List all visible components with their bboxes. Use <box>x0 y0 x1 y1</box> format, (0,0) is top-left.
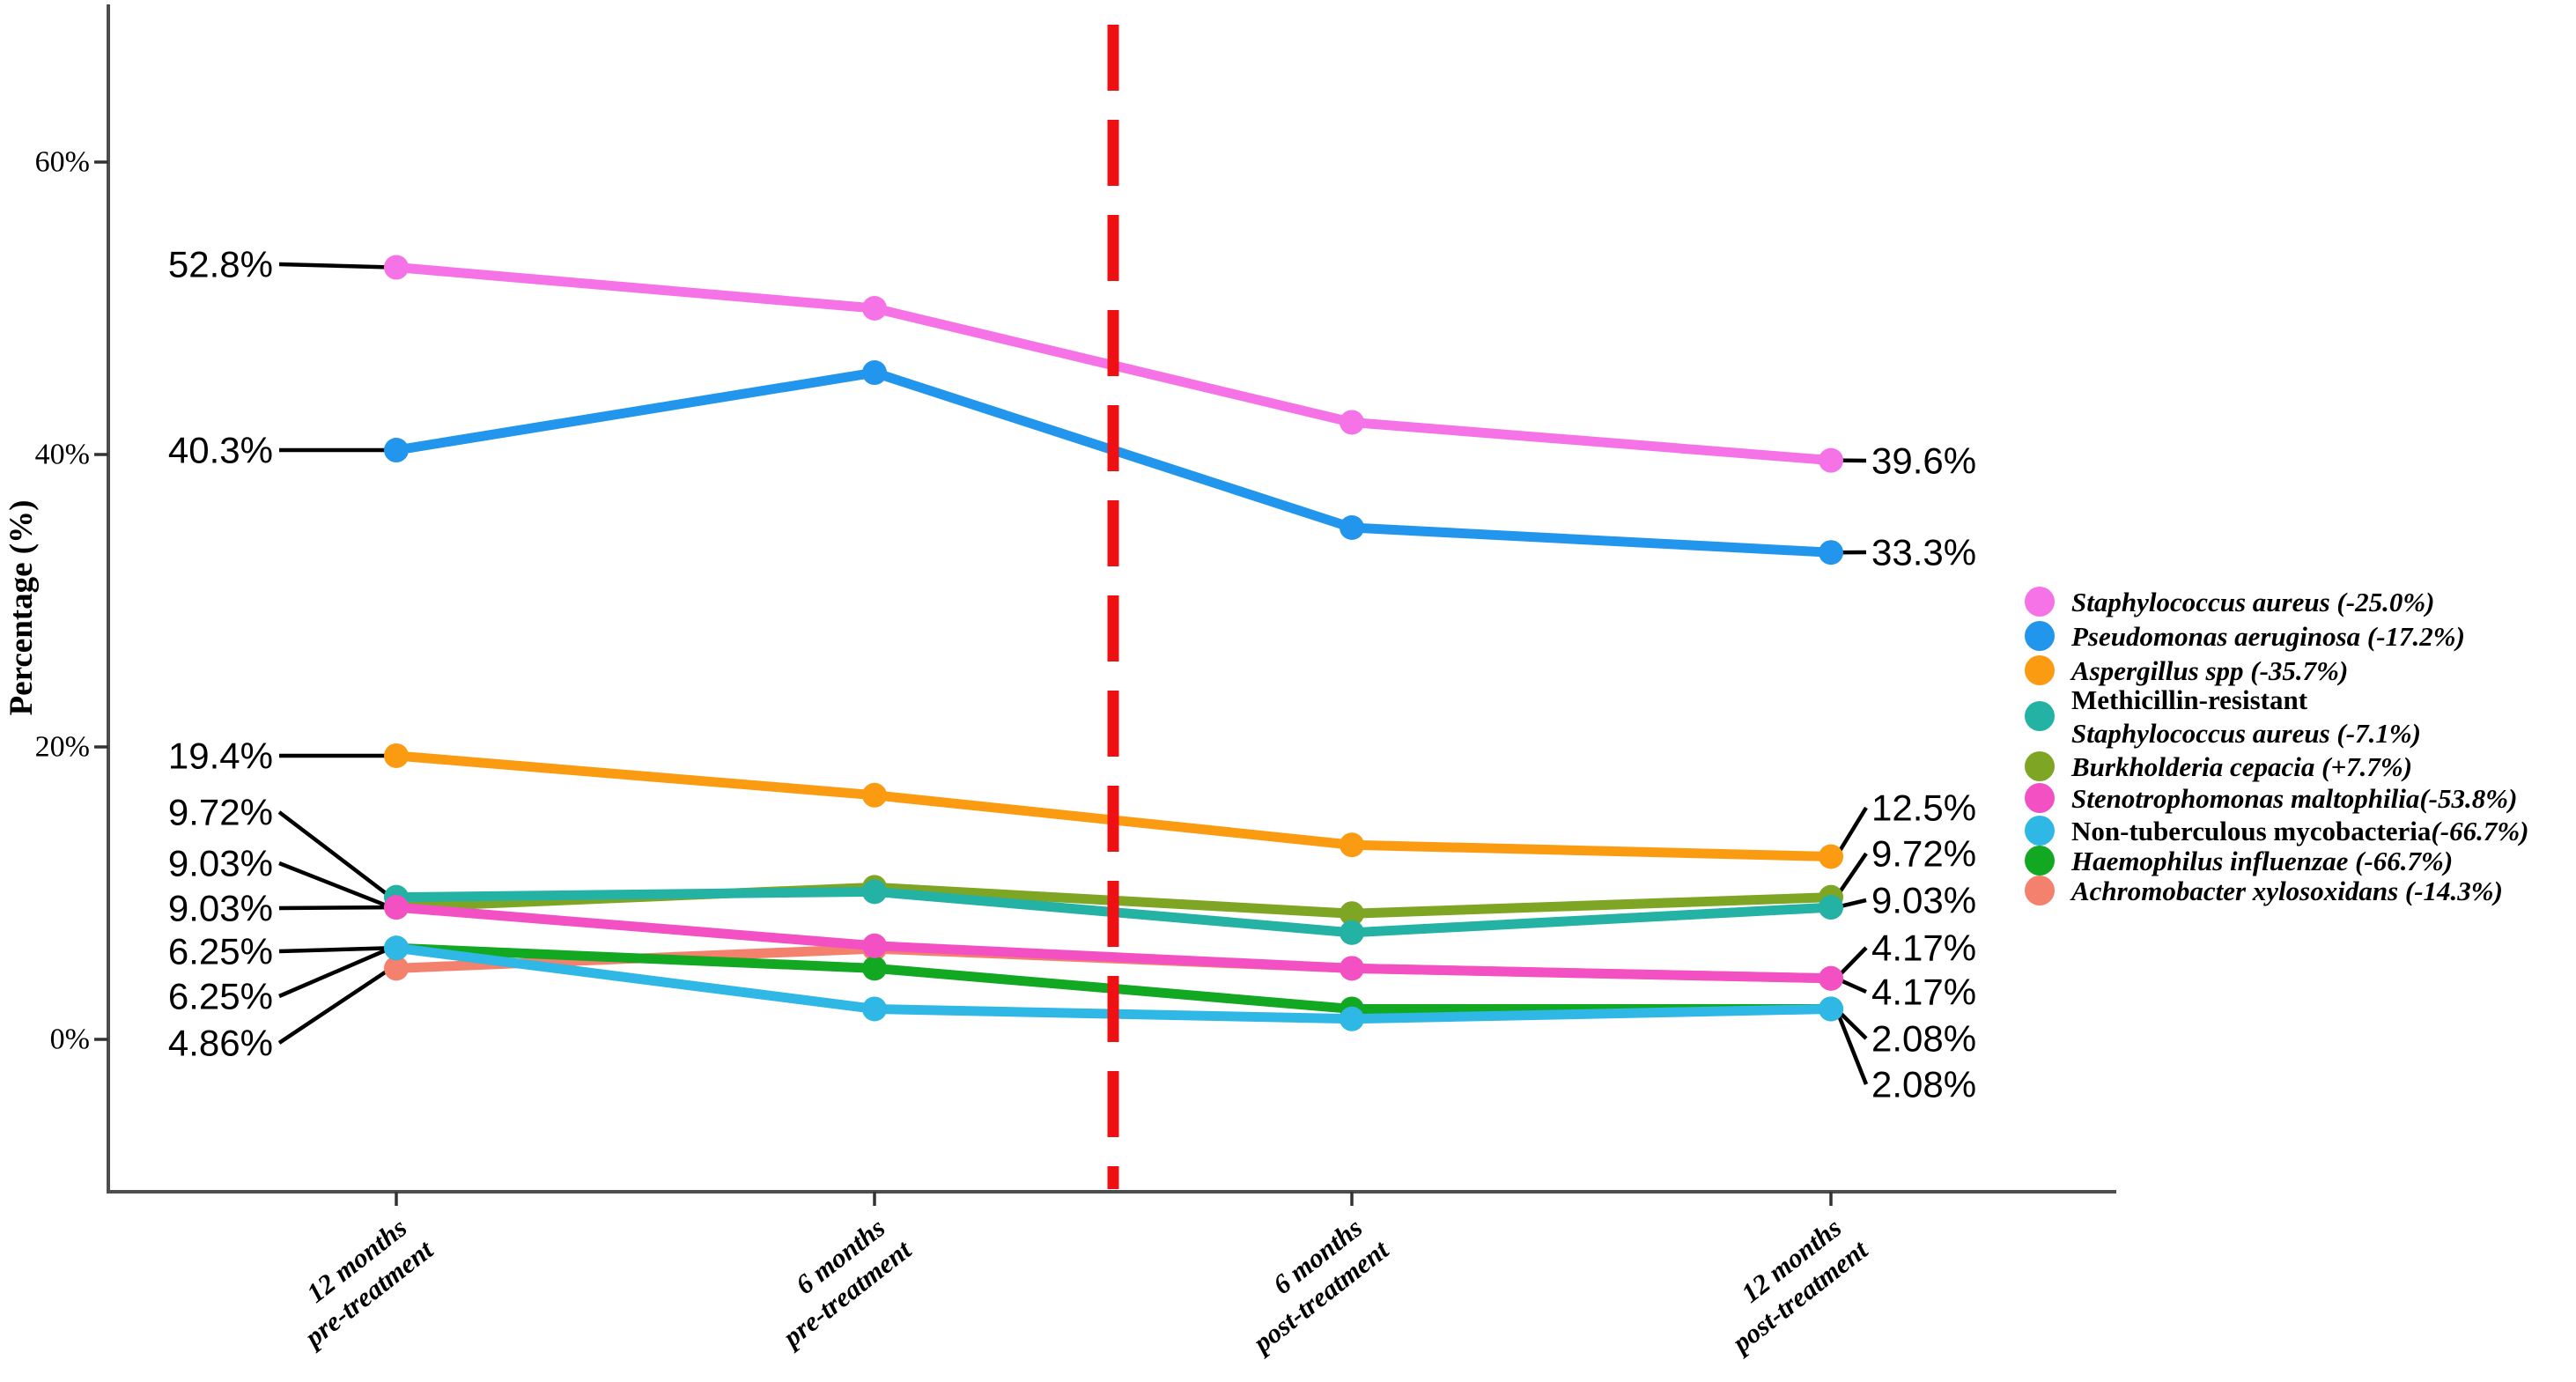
data-point-non-tuberculous-mycobacteria-2 <box>1340 1006 1364 1031</box>
y-axis-title: Percentage (%) <box>4 500 40 716</box>
annotation-leader-lines <box>277 262 1869 1085</box>
legend-label: Achromobacter xylosoxidans (-14.3%) <box>2070 876 2503 906</box>
legend-marker-achromobacter-xylosoxidans <box>2025 876 2055 905</box>
x-category-label: 12 monthspost-treatment <box>1703 1207 1874 1360</box>
data-point-non-tuberculous-mycobacteria-3 <box>1819 996 1843 1022</box>
value-label-right: 2.08% <box>1871 1018 1976 1060</box>
data-point-burkholderia-cepacia-2 <box>1340 901 1364 927</box>
value-label-right: 4.17% <box>1871 972 1976 1013</box>
legend-label: Non-tuberculous mycobacteria(-66.7%) <box>2071 816 2528 846</box>
leader-line <box>278 946 392 999</box>
legend-label: Aspergillus spp (-35.7%) <box>2070 655 2348 686</box>
value-label-left: 52.8% <box>168 244 273 285</box>
legend-marker-stenotrophomonas-maltophilia <box>2025 783 2055 813</box>
x-category-label: 6 monthspost-treatment <box>1224 1207 1395 1360</box>
value-label-right: 12.5% <box>1871 787 1976 829</box>
legend-marker-aspergillus-spp <box>2025 655 2055 685</box>
data-point-non-tuberculous-mycobacteria-1 <box>862 996 887 1022</box>
y-tick-label: 0% <box>50 1024 90 1056</box>
value-label-left: 40.3% <box>168 430 273 471</box>
value-label-left: 19.4% <box>168 735 273 777</box>
legend-item-non-tuberculous-mycobacteria: Non-tuberculous mycobacteria(-66.7%) <box>2025 816 2528 846</box>
annotation-labels: 52.8%40.3%19.4%9.72%9.03%9.03%6.25%6.25%… <box>168 244 1976 1105</box>
data-point-aspergillus-spp-2 <box>1340 832 1364 858</box>
data-point-pseudomonas-aeruginosa-0 <box>384 438 409 463</box>
legend-marker-pseudomonas-aeruginosa <box>2025 621 2055 651</box>
legend-marker-staphylococcus-aureus <box>2025 587 2055 617</box>
axes: 0% 20% 40% 60% 12 monthspre-treatment 6 month… <box>4 4 2116 1360</box>
leader-line <box>277 810 393 899</box>
legend-label: Stenotrophomonas maltophilia(-53.8%) <box>2071 783 2517 814</box>
legend-marker-mrsa <box>2025 701 2055 731</box>
data-point-stenotrophomonas-maltophilia-0 <box>384 895 409 920</box>
data-point-staphylococcus-aureus-0 <box>384 255 409 280</box>
legend-item-staphylococcus-aureus: Staphylococcus aureus (-25.0%) <box>2025 587 2434 617</box>
y-tick-label: 20% <box>35 731 90 764</box>
data-point-staphylococcus-aureus-2 <box>1340 410 1364 435</box>
legend-marker-burkholderia-cepacia <box>2025 751 2055 781</box>
value-label-right: 9.72% <box>1871 833 1976 875</box>
legend-label: Burkholderia cepacia (+7.7%) <box>2070 751 2412 782</box>
value-label-left: 6.25% <box>168 976 273 1017</box>
legend-label: Haemophilus influenzae (-66.7%) <box>2070 846 2453 876</box>
y-tick-label: 40% <box>35 439 90 471</box>
value-label-right: 2.08% <box>1871 1064 1976 1105</box>
series-stenotrophomonas-maltophilia <box>384 895 1843 991</box>
value-label-left: 9.03% <box>168 843 273 884</box>
x-category-label: 6 monthspre-treatment <box>755 1207 918 1354</box>
data-point-stenotrophomonas-maltophilia-3 <box>1819 965 1843 991</box>
leader-line <box>1834 1008 1869 1085</box>
legend-label: Staphylococcus aureus (-7.1%) <box>2071 718 2421 749</box>
data-point-mrsa-3 <box>1819 895 1843 920</box>
legend-marker-haemophilus-influenzae <box>2025 846 2055 876</box>
data-point-pseudomonas-aeruginosa-1 <box>862 360 887 386</box>
value-label-left: 9.03% <box>168 888 273 929</box>
value-label-right: 9.03% <box>1871 880 1976 921</box>
leader-line <box>278 861 392 910</box>
x-category-label: 12 monthspre-treatment <box>277 1207 439 1354</box>
value-label-left: 4.86% <box>168 1023 273 1064</box>
data-point-non-tuberculous-mycobacteria-0 <box>384 935 409 961</box>
legend: Staphylococcus aureus (-25.0%) Pseudomona… <box>2025 587 2528 906</box>
value-label-right: 33.3% <box>1871 532 1976 573</box>
data-point-aspergillus-spp-0 <box>384 743 409 768</box>
data-point-haemophilus-influenzae-1 <box>862 956 887 981</box>
leader-line <box>1834 806 1868 858</box>
data-point-staphylococcus-aureus-3 <box>1819 447 1843 473</box>
leader-line <box>277 966 393 1045</box>
leader-line <box>278 262 392 270</box>
legend-label: Methicillin-resistant <box>2071 684 2308 715</box>
leader-line <box>1834 852 1868 898</box>
data-point-stenotrophomonas-maltophilia-1 <box>862 933 887 958</box>
y-tick-label: 60% <box>35 146 90 179</box>
value-label-right: 4.17% <box>1871 927 1976 969</box>
series-line-stenotrophomonas-maltophilia <box>391 902 1836 984</box>
legend-item-aspergillus-spp: Aspergillus spp (-35.7%) <box>2025 655 2348 686</box>
data-point-staphylococcus-aureus-1 <box>862 296 887 321</box>
value-label-right: 39.6% <box>1871 440 1976 482</box>
legend-item-burkholderia-cepacia: Burkholderia cepacia (+7.7%) <box>2025 751 2412 782</box>
data-point-pseudomonas-aeruginosa-2 <box>1340 515 1364 540</box>
legend-label: Staphylococcus aureus (-25.0%) <box>2071 587 2434 617</box>
leader-line <box>278 946 392 954</box>
legend-item-achromobacter-xylosoxidans: Achromobacter xylosoxidans (-14.3%) <box>2025 876 2503 906</box>
data-point-mrsa-2 <box>1340 920 1364 945</box>
legend-item-haemophilus-influenzae: Haemophilus influenzae (-66.7%) <box>2025 846 2453 876</box>
value-label-left: 6.25% <box>168 931 273 972</box>
data-point-stenotrophomonas-maltophilia-2 <box>1340 956 1364 981</box>
legend-item-pseudomonas-aeruginosa: Pseudomonas aeruginosa (-17.2%) <box>2025 621 2465 652</box>
data-point-mrsa-1 <box>862 879 887 905</box>
data-point-pseudomonas-aeruginosa-3 <box>1819 540 1843 565</box>
leader-line <box>278 905 392 911</box>
value-label-left: 9.72% <box>168 792 273 833</box>
legend-marker-non-tuberculous-mycobacteria <box>2025 816 2055 846</box>
data-point-achromobacter-xylosoxidans-0 <box>384 956 409 981</box>
data-point-aspergillus-spp-3 <box>1819 844 1843 869</box>
legend-label: Pseudomonas aeruginosa (-17.2%) <box>2070 621 2465 652</box>
legend-item-stenotrophomonas-maltophilia: Stenotrophomonas maltophilia(-53.8%) <box>2025 783 2517 814</box>
data-point-aspergillus-spp-1 <box>862 782 887 808</box>
